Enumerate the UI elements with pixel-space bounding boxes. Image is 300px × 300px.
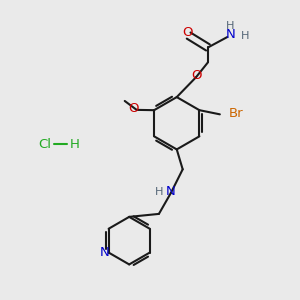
Text: Cl: Cl [38,138,51,151]
Text: H: H [226,21,235,31]
Text: Br: Br [229,107,243,120]
Text: O: O [182,26,192,39]
Text: H: H [155,187,164,196]
Text: H: H [69,138,79,151]
Text: N: N [99,246,109,259]
Text: H: H [241,31,249,40]
Text: N: N [166,185,176,198]
Text: N: N [225,28,235,40]
Text: O: O [191,69,202,82]
Text: O: O [128,102,139,115]
